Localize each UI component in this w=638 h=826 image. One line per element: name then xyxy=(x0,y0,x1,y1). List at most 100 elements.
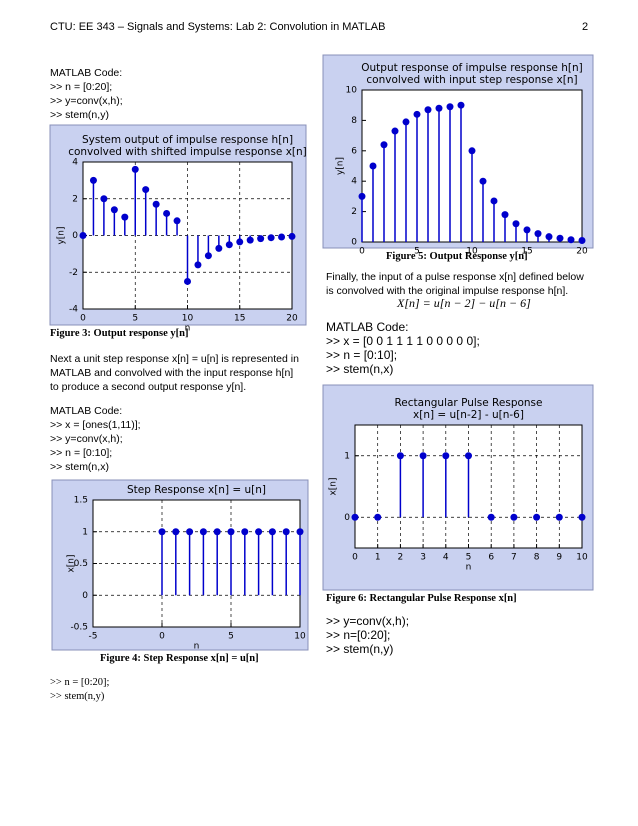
paragraph: Finally, the input of a pulse response x… xyxy=(326,271,584,297)
y-tick-label: 1 xyxy=(82,527,88,537)
y-tick-label: 1 xyxy=(344,451,350,461)
stem-marker xyxy=(121,213,129,221)
code-line: MATLAB Code: xyxy=(50,405,123,417)
x-tick-label: 5 xyxy=(132,314,138,324)
y-tick-label: 0 xyxy=(82,591,88,601)
stem-marker xyxy=(267,234,275,242)
y-tick-label: -0.5 xyxy=(70,623,88,633)
stem-marker xyxy=(523,226,531,234)
x-axis-label: n xyxy=(185,324,191,334)
stem-marker xyxy=(236,238,244,246)
x-tick-label: 20 xyxy=(576,247,588,257)
x-tick-label: 1 xyxy=(375,553,381,563)
y-tick-label: 1.5 xyxy=(74,496,88,506)
caption: Figure 3: Output response y[n] xyxy=(50,328,189,339)
y-tick-label: -4 xyxy=(69,305,78,315)
stem-marker xyxy=(296,528,304,536)
stem-marker xyxy=(79,232,87,239)
stem-marker xyxy=(194,261,202,269)
caption: Figure 5: Output Response y[n] xyxy=(386,251,528,262)
stem-marker xyxy=(199,528,207,536)
stem-marker xyxy=(578,236,586,244)
x-axis-label: n xyxy=(194,642,200,652)
x-tick-label: 10 xyxy=(182,314,194,324)
stem-marker xyxy=(442,452,450,460)
x-tick-label: 0 xyxy=(352,553,358,563)
x-tick-label: 9 xyxy=(556,553,562,563)
stem-marker xyxy=(487,513,495,521)
stem-marker xyxy=(512,220,520,228)
x-tick-label: 5 xyxy=(414,247,420,257)
x-tick-label: 5 xyxy=(466,553,472,563)
x-tick-label: 2 xyxy=(398,553,404,563)
paragraph: Next a unit step response x[n] = u[n] is… xyxy=(50,353,299,393)
chart-title: x[n] = u[n-2] - u[n-6] xyxy=(413,409,524,421)
stem-marker xyxy=(358,192,366,200)
caption: Figure 6: Rectangular Pulse Response x[n… xyxy=(326,593,517,604)
stem-marker xyxy=(213,528,221,536)
stem-marker xyxy=(369,162,377,170)
chart-title: Step Response x[n] = u[n] xyxy=(127,484,266,496)
y-axis-label: y[n] xyxy=(336,157,346,175)
stem-marker xyxy=(380,141,388,149)
code-line: >> stem(n,y) xyxy=(50,691,105,702)
code-line: >> stem(n,x) xyxy=(326,362,394,376)
y-axis-label: x[n] xyxy=(67,554,77,572)
y-tick-label: 2 xyxy=(72,194,78,204)
stem-marker xyxy=(567,236,575,244)
code-line: >> stem(n,x) xyxy=(50,461,109,473)
x-tick-label: 10 xyxy=(466,247,478,257)
chart-title: convolved with input step response x[n] xyxy=(366,74,577,86)
code-line: >> n = [0:20]; xyxy=(50,81,113,93)
stem-marker xyxy=(241,528,249,536)
stem-marker xyxy=(186,528,194,536)
stem-marker xyxy=(255,528,263,536)
stem-marker xyxy=(446,103,454,111)
stem-marker xyxy=(184,277,191,285)
stem-marker xyxy=(534,230,542,238)
stem-marker xyxy=(172,528,180,536)
stem-marker xyxy=(402,118,410,126)
stem-marker xyxy=(501,211,509,219)
stem-marker xyxy=(215,244,223,252)
chart-title: convolved with shifted impulse response … xyxy=(68,146,307,158)
stem-marker xyxy=(268,528,276,536)
equation: X[n] = u[n − 2] − u[n − 6] xyxy=(397,296,531,310)
x-tick-label: 6 xyxy=(488,553,494,563)
stem-marker xyxy=(413,110,421,118)
x-axis-label: n xyxy=(466,563,472,573)
stem-marker xyxy=(578,513,586,521)
x-tick-label: 10 xyxy=(294,632,306,642)
stem-marker xyxy=(227,528,235,536)
x-tick-label: 0 xyxy=(359,247,365,257)
x-tick-label: 20 xyxy=(286,314,298,324)
code-line: MATLAB Code: xyxy=(50,67,123,79)
x-tick-label: 3 xyxy=(420,553,426,563)
stem-marker xyxy=(246,236,254,244)
stem-marker xyxy=(468,147,476,155)
code-line: MATLAB Code: xyxy=(326,320,409,334)
caption: Figure 4: Step Response x[n] = u[n] xyxy=(100,653,259,664)
x-tick-label: 8 xyxy=(534,553,540,563)
y-tick-label: 10 xyxy=(346,86,358,96)
code-line: >> x = [0 0 1 1 1 1 0 0 0 0 0]; xyxy=(326,334,480,348)
stem-marker xyxy=(158,528,166,536)
x-tick-label: 5 xyxy=(228,632,234,642)
x-tick-label: 0 xyxy=(159,632,165,642)
stem-marker xyxy=(278,233,286,241)
code-line: >> x = [ones(1,11)]; xyxy=(50,419,141,431)
stem-marker xyxy=(173,217,181,225)
stem-marker xyxy=(391,127,399,135)
page-number: 2 xyxy=(582,21,589,33)
y-tick-label: 2 xyxy=(351,207,357,217)
code-line: >> y=conv(x,h); xyxy=(50,95,123,107)
y-tick-label: 4 xyxy=(72,158,78,168)
stem-marker xyxy=(374,513,382,521)
x-tick-label: 4 xyxy=(443,553,449,563)
x-tick-label: 15 xyxy=(521,247,532,257)
stem-marker xyxy=(457,101,465,109)
code-line: >> n = [0:10]; xyxy=(50,447,113,459)
chart-title: System output of impulse response h[n] xyxy=(82,134,293,146)
